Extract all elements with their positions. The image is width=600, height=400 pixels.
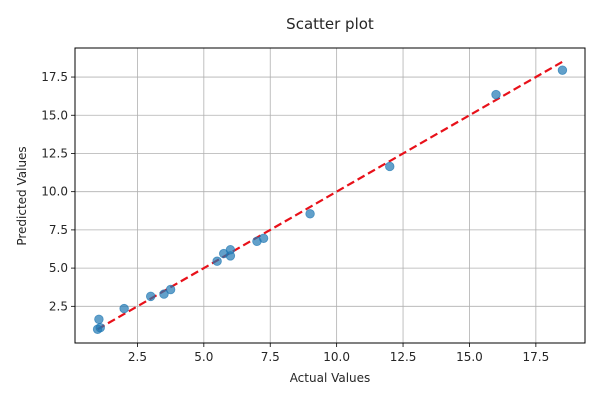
data-point	[225, 251, 236, 261]
grid-lines	[75, 48, 585, 343]
data-point	[557, 65, 568, 75]
data-point	[165, 284, 176, 295]
x-tick-label: 2.5	[128, 350, 147, 364]
x-axis-title: Actual Values	[290, 371, 371, 385]
data-point	[491, 89, 501, 100]
data-point	[146, 291, 156, 302]
y-tick-label: 12.5	[41, 146, 68, 160]
y-tick-label: 5.0	[49, 261, 68, 275]
x-tick-label: 12.5	[390, 350, 417, 364]
data-point	[385, 161, 395, 172]
x-tick-label: 10.0	[323, 350, 350, 364]
y-tick-label: 15.0	[41, 108, 68, 122]
plot-frame	[74, 47, 586, 344]
y-tick-label: 10.0	[41, 185, 68, 199]
x-tick-label: 17.5	[523, 350, 550, 364]
reference-line-layer	[97, 60, 563, 331]
x-tick-label: 5.0	[194, 350, 213, 364]
data-point	[94, 314, 104, 325]
data-point	[95, 323, 105, 333]
data-point	[119, 303, 129, 314]
data-point	[305, 209, 315, 219]
y-tick-label: 7.5	[49, 223, 68, 237]
data-point	[258, 233, 269, 243]
reference-line	[97, 60, 563, 331]
data-point	[159, 289, 169, 299]
data-point	[212, 256, 222, 266]
y-tick-label: 2.5	[49, 299, 68, 313]
y-tick-label: 17.5	[41, 70, 68, 84]
y-axis-ticks: 2.5 5.0 7.5 10.0 12.5 15.0 17.5	[41, 70, 75, 313]
x-axis-ticks: 2.5 5.0 7.5 10.0 12.5 15.0 17.5	[128, 343, 549, 364]
y-axis-title: Predicted Values	[15, 146, 29, 245]
x-tick-label: 7.5	[261, 350, 280, 364]
chart-title: Scatter plot	[286, 15, 374, 33]
x-tick-label: 15.0	[456, 350, 483, 364]
points-layer	[92, 65, 568, 334]
